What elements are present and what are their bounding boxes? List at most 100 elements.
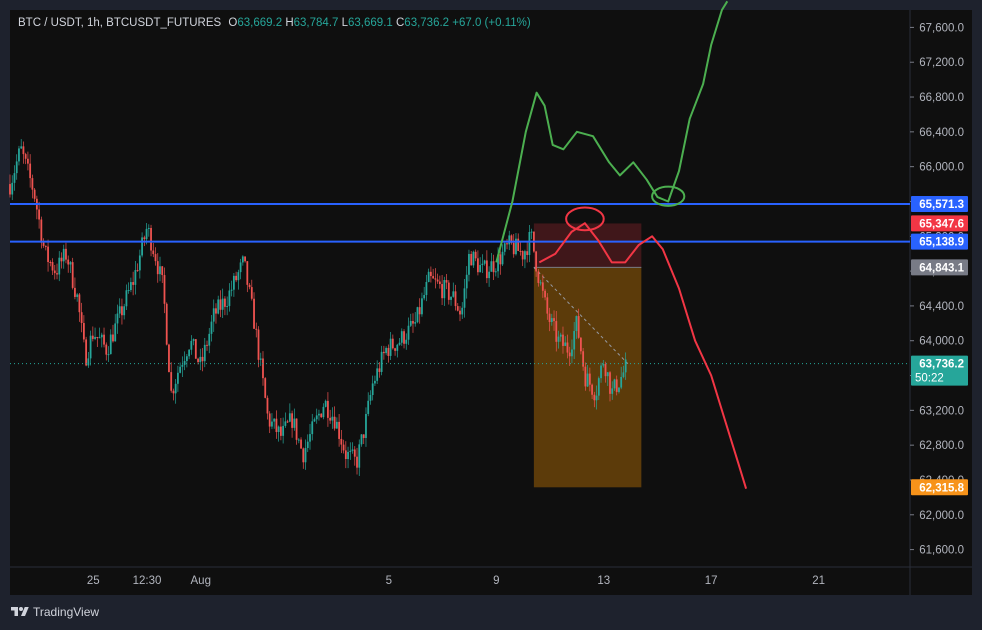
chart-pane[interactable] — [10, 10, 972, 595]
candle-body — [132, 282, 135, 285]
candle-body — [344, 450, 347, 460]
candle-body — [257, 329, 260, 360]
candle-body — [579, 337, 582, 352]
highlight-ellipse[interactable] — [565, 206, 605, 232]
candle-body — [134, 270, 137, 285]
candle-body — [250, 287, 253, 299]
candle-body — [253, 298, 255, 329]
candle-body — [103, 334, 105, 345]
candle-body — [353, 449, 356, 457]
bearish-projection-path[interactable] — [538, 222, 748, 489]
candle-body — [400, 331, 403, 343]
candle-body — [562, 334, 564, 346]
candle-body — [145, 228, 148, 240]
candle-body — [163, 275, 166, 304]
candle-body — [436, 279, 439, 282]
close-value: 63,736.2 — [404, 17, 450, 29]
candle-body — [192, 339, 195, 341]
candle-body — [575, 316, 578, 332]
candle-body — [172, 390, 175, 394]
candle-body — [485, 260, 488, 279]
y-tick-label: 66,800.0 — [919, 92, 964, 104]
candle-body — [362, 434, 365, 438]
candle-body — [262, 358, 264, 379]
candle-body — [611, 388, 614, 394]
candle-body — [150, 228, 152, 251]
candle-body — [291, 413, 293, 428]
candle-body — [506, 243, 508, 245]
candle-body — [468, 253, 470, 275]
candle-body — [432, 276, 435, 279]
candle-body — [67, 259, 70, 265]
candle-body — [622, 372, 625, 377]
candle-body — [490, 261, 493, 272]
price-badge — [911, 215, 968, 232]
candle-body — [615, 379, 618, 392]
candle-body — [398, 342, 401, 345]
candle-body — [136, 270, 139, 272]
candle-body — [508, 235, 511, 245]
candle-body — [65, 248, 67, 260]
candle-body — [318, 413, 320, 416]
candle-body — [170, 372, 173, 391]
candle-body — [197, 358, 199, 363]
candle-body — [595, 395, 598, 401]
candle-body — [604, 364, 607, 377]
bullish-projection-path[interactable] — [495, 0, 729, 263]
symbol-title[interactable]: BTC / USDT, 1h, BTCUSDT_FUTURES — [18, 17, 222, 29]
candle-body — [606, 372, 609, 377]
x-tick-label: 25 — [87, 575, 100, 587]
candle-body — [217, 299, 220, 314]
candle-body — [221, 298, 224, 310]
candle-body — [544, 290, 546, 298]
candle-body — [33, 189, 36, 199]
candle-body — [147, 228, 150, 230]
candle-body — [499, 254, 502, 265]
candle-body — [407, 325, 410, 340]
candle-body — [541, 282, 544, 291]
candle-body — [530, 231, 533, 233]
candle-body — [465, 274, 468, 289]
candle-body — [268, 413, 271, 427]
candle-body — [232, 275, 235, 290]
candle-body — [183, 361, 186, 365]
candle-body — [358, 444, 361, 468]
candle-body — [22, 146, 25, 155]
candle-body — [445, 280, 448, 283]
highlight-ellipse[interactable] — [651, 185, 686, 207]
candle-body — [62, 248, 65, 262]
price-badge-label: 64,843.1 — [919, 262, 964, 274]
candle-body — [501, 251, 504, 265]
candle-body — [152, 250, 155, 255]
candle-body — [405, 339, 408, 344]
candle-body — [463, 288, 466, 308]
brand-footer[interactable]: TradingView — [10, 602, 99, 622]
candle-body — [78, 294, 81, 313]
x-tick-label: 5 — [386, 575, 392, 587]
candle-body — [425, 281, 428, 296]
candle-body — [60, 257, 63, 262]
candle-body — [141, 237, 143, 256]
candle-body — [56, 273, 58, 275]
close-label: C — [395, 17, 405, 29]
candle-body — [114, 323, 117, 342]
candle-body — [112, 334, 114, 342]
candle-body — [593, 394, 596, 401]
candle-body — [105, 344, 108, 355]
candle-body — [237, 272, 240, 281]
candle-body — [300, 439, 302, 449]
candle-body — [266, 397, 269, 414]
candle-body — [159, 266, 161, 275]
y-tick-label: 64,400.0 — [919, 301, 964, 313]
candle-body — [450, 296, 452, 300]
candle-body — [568, 352, 571, 357]
candle-body — [515, 238, 517, 255]
candle-body — [286, 421, 289, 423]
symbol-legend: BTC / USDT, 1h, BTCUSDT_FUTURES O63,669.… — [18, 17, 531, 29]
open-value: 63,669.2 — [237, 17, 283, 29]
price-badge-label: 65,347.6 — [919, 218, 964, 230]
candle-body — [456, 306, 459, 311]
candle-body — [349, 450, 352, 452]
